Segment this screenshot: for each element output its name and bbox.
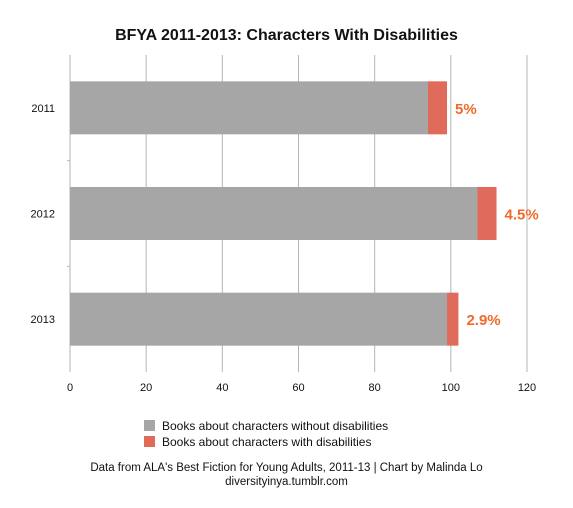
data-label-2011: 5% — [455, 101, 477, 118]
bar-with-disabilities-2012 — [477, 187, 497, 240]
x-tick-label-0: 0 — [67, 382, 73, 394]
legend-swatch-with-disabilities — [144, 436, 155, 447]
footer-website: diversityinya.tumblr.com — [225, 476, 348, 488]
x-tick-label-120: 120 — [518, 382, 536, 394]
bar-with-disabilities-2011 — [427, 81, 448, 135]
bar-with-disabilities-2013 — [447, 292, 459, 346]
y-category-label-2013: 2013 — [31, 314, 55, 326]
x-tick-label-40: 40 — [216, 382, 228, 394]
chart-footer: Data from ALA's Best Fiction for Young A… — [0, 461, 573, 489]
footer-source-credit: Data from ALA's Best Fiction for Young A… — [90, 462, 483, 474]
x-tick-label-60: 60 — [292, 382, 304, 394]
legend-item-without-disabilities: Books about characters without disabilit… — [144, 418, 388, 433]
data-label-2012: 4.5% — [505, 207, 539, 224]
legend: Books about characters without disabilit… — [144, 418, 388, 450]
x-tick-label-80: 80 — [369, 382, 381, 394]
legend-swatch-without-disabilities — [144, 420, 155, 431]
bar-without-disabilities-2011 — [70, 81, 428, 135]
legend-label-with-disabilities: Books about characters with disabilities — [162, 434, 372, 449]
data-label-2013: 2.9% — [466, 312, 500, 329]
bar-without-disabilities-2012 — [70, 187, 478, 240]
x-tick-label-100: 100 — [442, 382, 460, 394]
bar-without-disabilities-2013 — [70, 292, 448, 346]
legend-label-without-disabilities: Books about characters without disabilit… — [162, 418, 389, 433]
y-category-label-2012: 2012 — [31, 209, 55, 221]
bar-chart: 0 20 40 60 80 100 120 2011 5% 2012 4.5% 2013 2.9% — [31, 55, 539, 394]
legend-item-with-disabilities: Books about characters with disabilities — [144, 434, 388, 449]
chart-title: BFYA 2011-2013: Characters With Disabili… — [115, 27, 458, 44]
y-category-label-2011: 2011 — [31, 103, 55, 115]
x-tick-label-20: 20 — [140, 382, 152, 394]
